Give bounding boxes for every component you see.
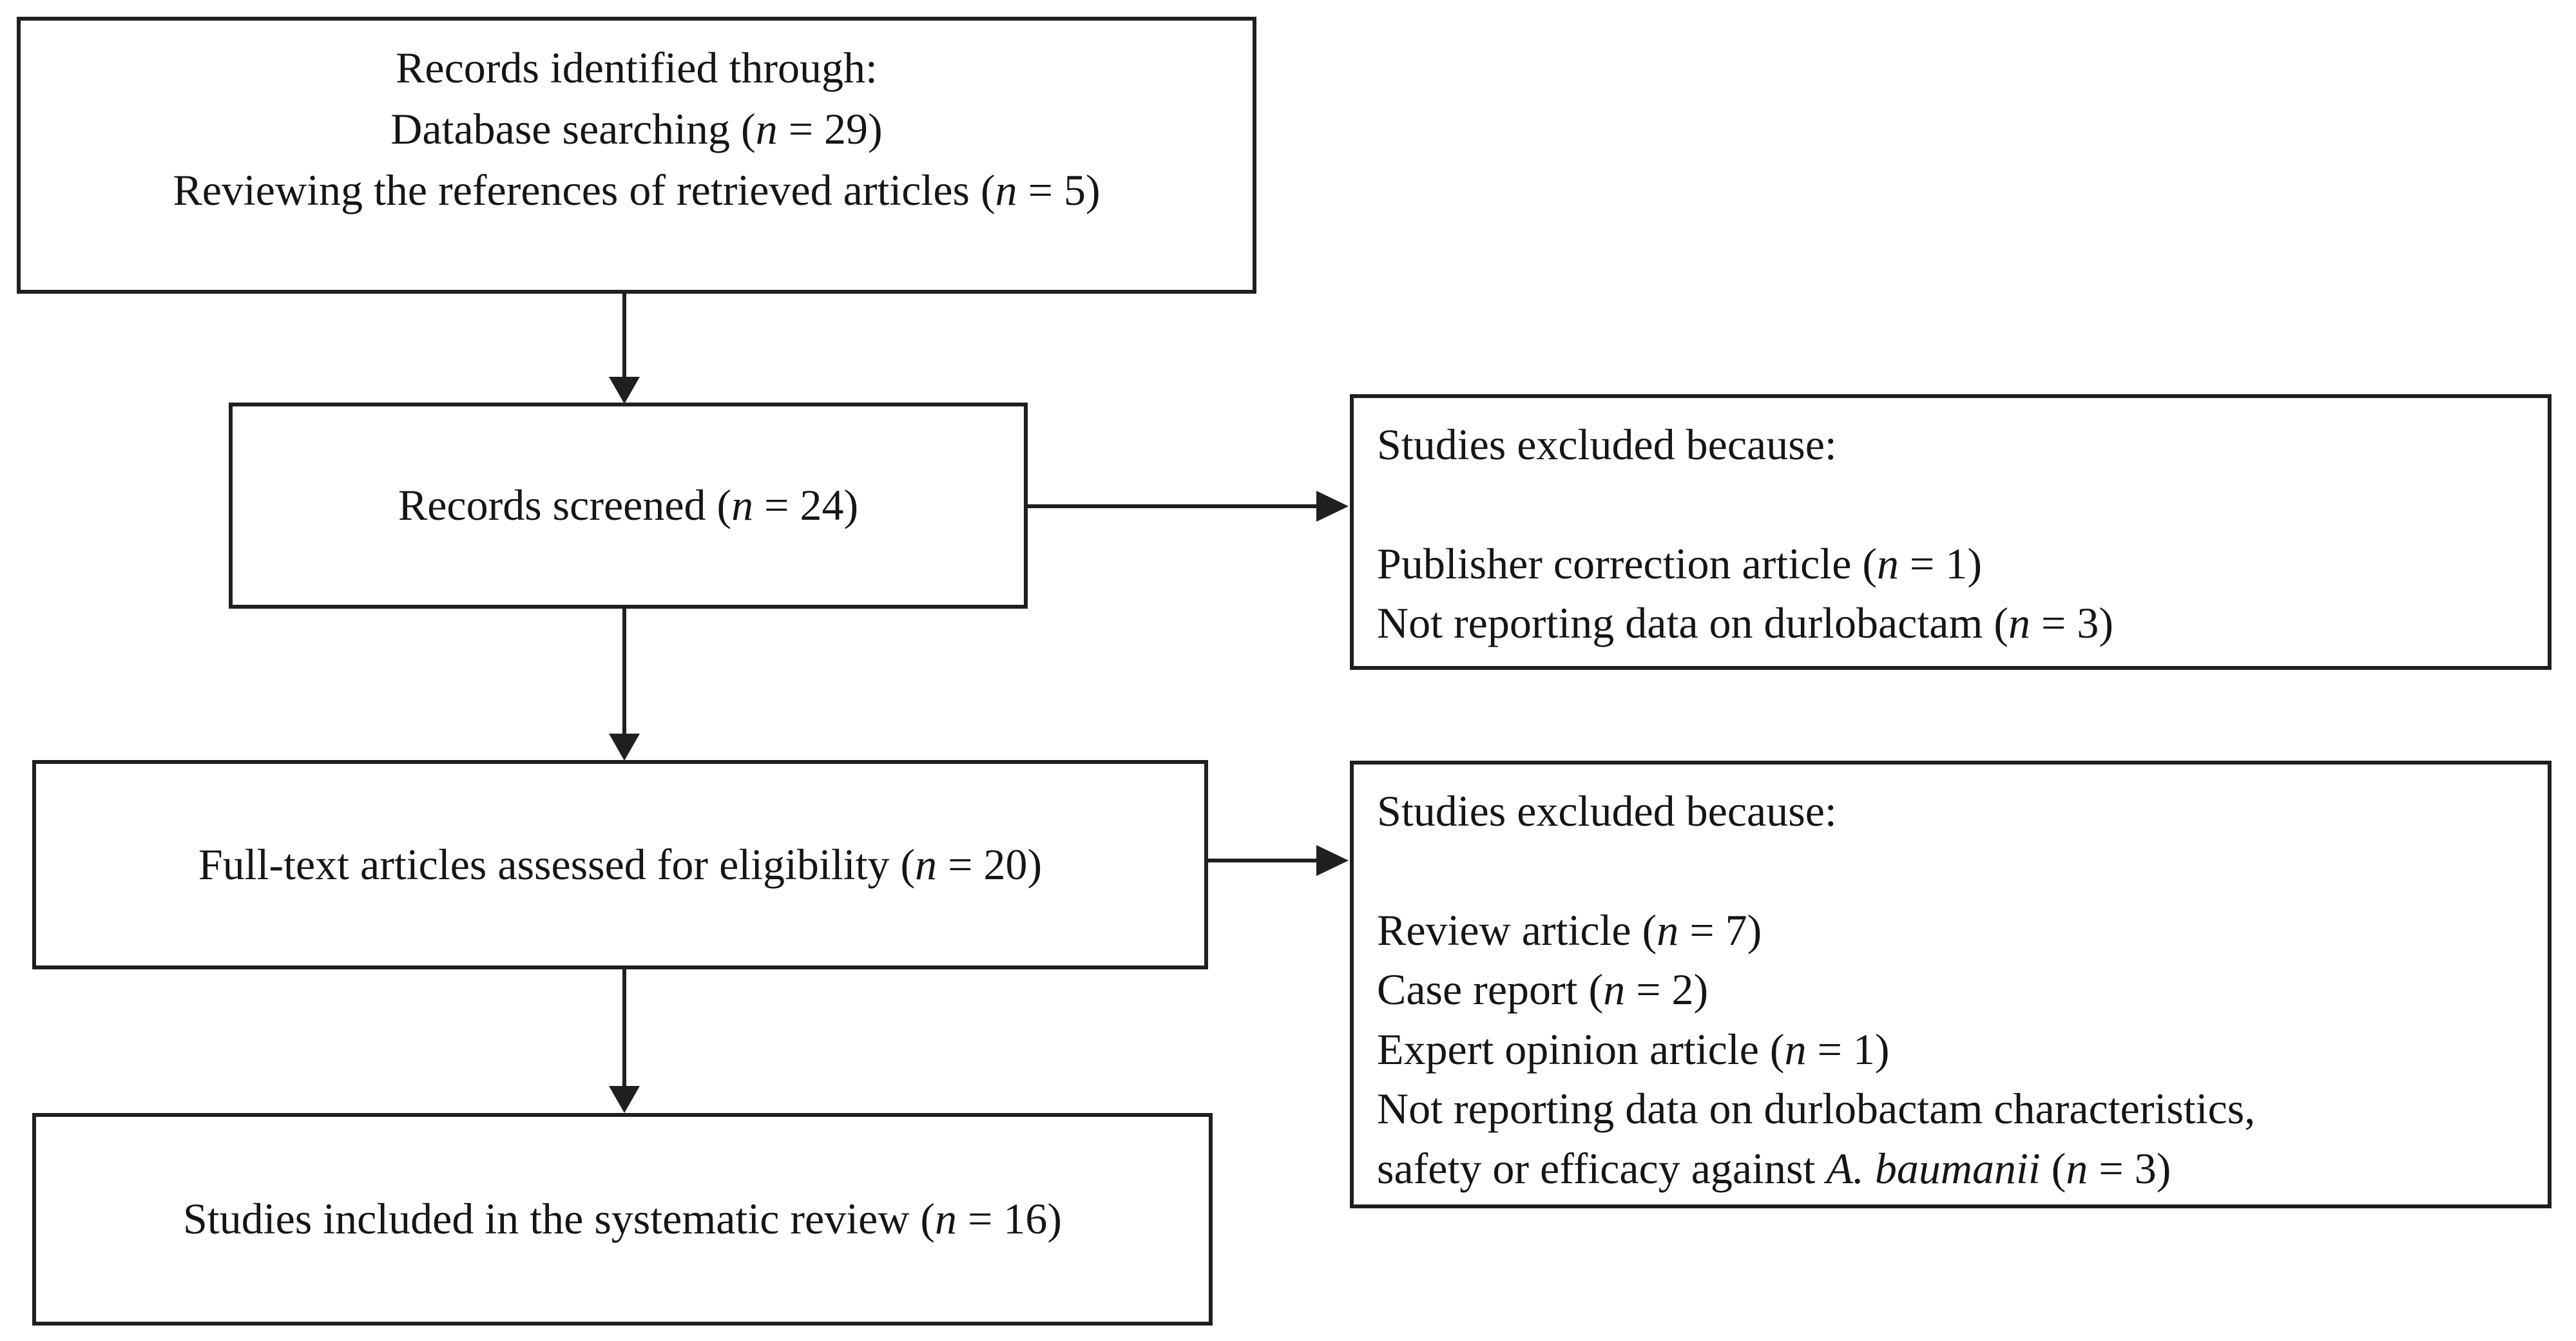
text-line: Full-text articles assessed for eligibil… [198,834,1042,895]
box-studies-included: Studies included in the systematic revie… [32,1113,1213,1326]
arrow-identified-to-screened [609,291,640,404]
text-line: safety or efficacy against A. baumanii (… [1377,1139,2524,1198]
text: Studies excluded because: [1377,786,1837,835]
text: = 24) [753,480,859,530]
box-excluded-after-screening: Studies excluded because: Publisher corr… [1350,394,2552,670]
text-line: Expert opinion article (n = 1) [1377,1020,2524,1079]
text-line: Publisher correction article (n = 1) [1377,534,2524,593]
text: Review article ( [1377,905,1657,955]
text-line [1377,841,2524,900]
arrow-fulltext-to-excluded [1208,845,1349,876]
text-line: Records screened (n = 24) [398,475,858,536]
italic-text: n [2066,1143,2088,1193]
text: Database searching ( [390,104,756,154]
box-records-identified: Records identified through: Database sear… [17,17,1256,294]
text: Not reporting data on durlobactam ( [1377,598,2009,648]
arrow-stem [1028,504,1319,508]
text-line: Case report (n = 2) [1377,960,2524,1019]
text-line: Reviewing the references of retrieved ar… [21,160,1253,221]
text: = 1) [1899,538,1983,588]
text: Reviewing the references of retrieved ar… [173,166,995,215]
italic-text: n [915,839,937,889]
text: Records identified through: [396,43,878,92]
text: Studies excluded because: [1377,420,1837,469]
arrow-fulltext-to-included [609,969,640,1113]
arrow-head-right [1316,491,1349,522]
text-line: Studies excluded because: [1377,781,2524,841]
text-line: Database searching (n = 29) [21,99,1253,160]
text: Studies included in the systematic revie… [182,1194,936,1244]
arrow-stem [622,609,626,737]
box-excluded-after-fulltext: Studies excluded because: Review article… [1350,761,2552,1208]
arrow-head-down [609,377,640,404]
text: = 16) [957,1194,1062,1244]
text: ( [2040,1143,2066,1193]
text: = 3) [2088,1143,2171,1193]
arrow-stem [622,291,626,381]
text-line: Not reporting data on durlobactam (n = 3… [1377,593,2524,652]
box-records-screened: Records screened (n = 24) [229,403,1028,609]
text-line: Records identified through: [21,37,1253,99]
italic-text: n [935,1194,957,1244]
italic-text: n [1657,905,1679,955]
italic-text: n [731,480,754,530]
arrow-stem [1208,859,1319,862]
arrow-head-down [609,1086,640,1113]
text: = 7) [1678,905,1762,955]
text: Not reporting data on durlobactam charac… [1377,1084,2256,1134]
box-fulltext-assessed: Full-text articles assessed for eligibil… [32,760,1208,969]
arrow-screened-to-excluded [1028,491,1349,522]
text-line: Studies excluded because: [1377,415,2524,474]
text: = 1) [1806,1024,1890,1074]
arrow-head-right [1316,845,1349,876]
text: = 20) [937,839,1043,889]
italic-text: A. baumanii [1826,1143,2041,1193]
text-line: Review article (n = 7) [1377,900,2524,960]
text: Publisher correction article ( [1377,538,1878,588]
arrow-head-down [609,734,640,761]
text-line [1377,474,2524,533]
text: Records screened ( [398,480,732,530]
text: Full-text articles assessed for eligibil… [198,839,916,889]
text: Case report ( [1377,965,1604,1014]
text: = 29) [777,104,883,154]
italic-text: n [755,104,778,154]
text: safety or efficacy against [1377,1143,1827,1193]
text: = 5) [1017,166,1101,215]
text-line: Not reporting data on durlobactam charac… [1377,1079,2524,1138]
arrow-screened-to-fulltext [609,609,640,761]
text: = 2) [1625,965,1709,1014]
italic-text: n [1784,1024,1807,1074]
arrow-stem [622,969,626,1090]
italic-text: n [995,166,1017,215]
italic-text: n [2008,598,2031,648]
text-line: Studies included in the systematic revie… [183,1188,1062,1250]
italic-text: n [1603,965,1626,1014]
text: = 3) [2030,598,2114,648]
text: Expert opinion article ( [1377,1024,1785,1074]
italic-text: n [1877,538,1899,588]
